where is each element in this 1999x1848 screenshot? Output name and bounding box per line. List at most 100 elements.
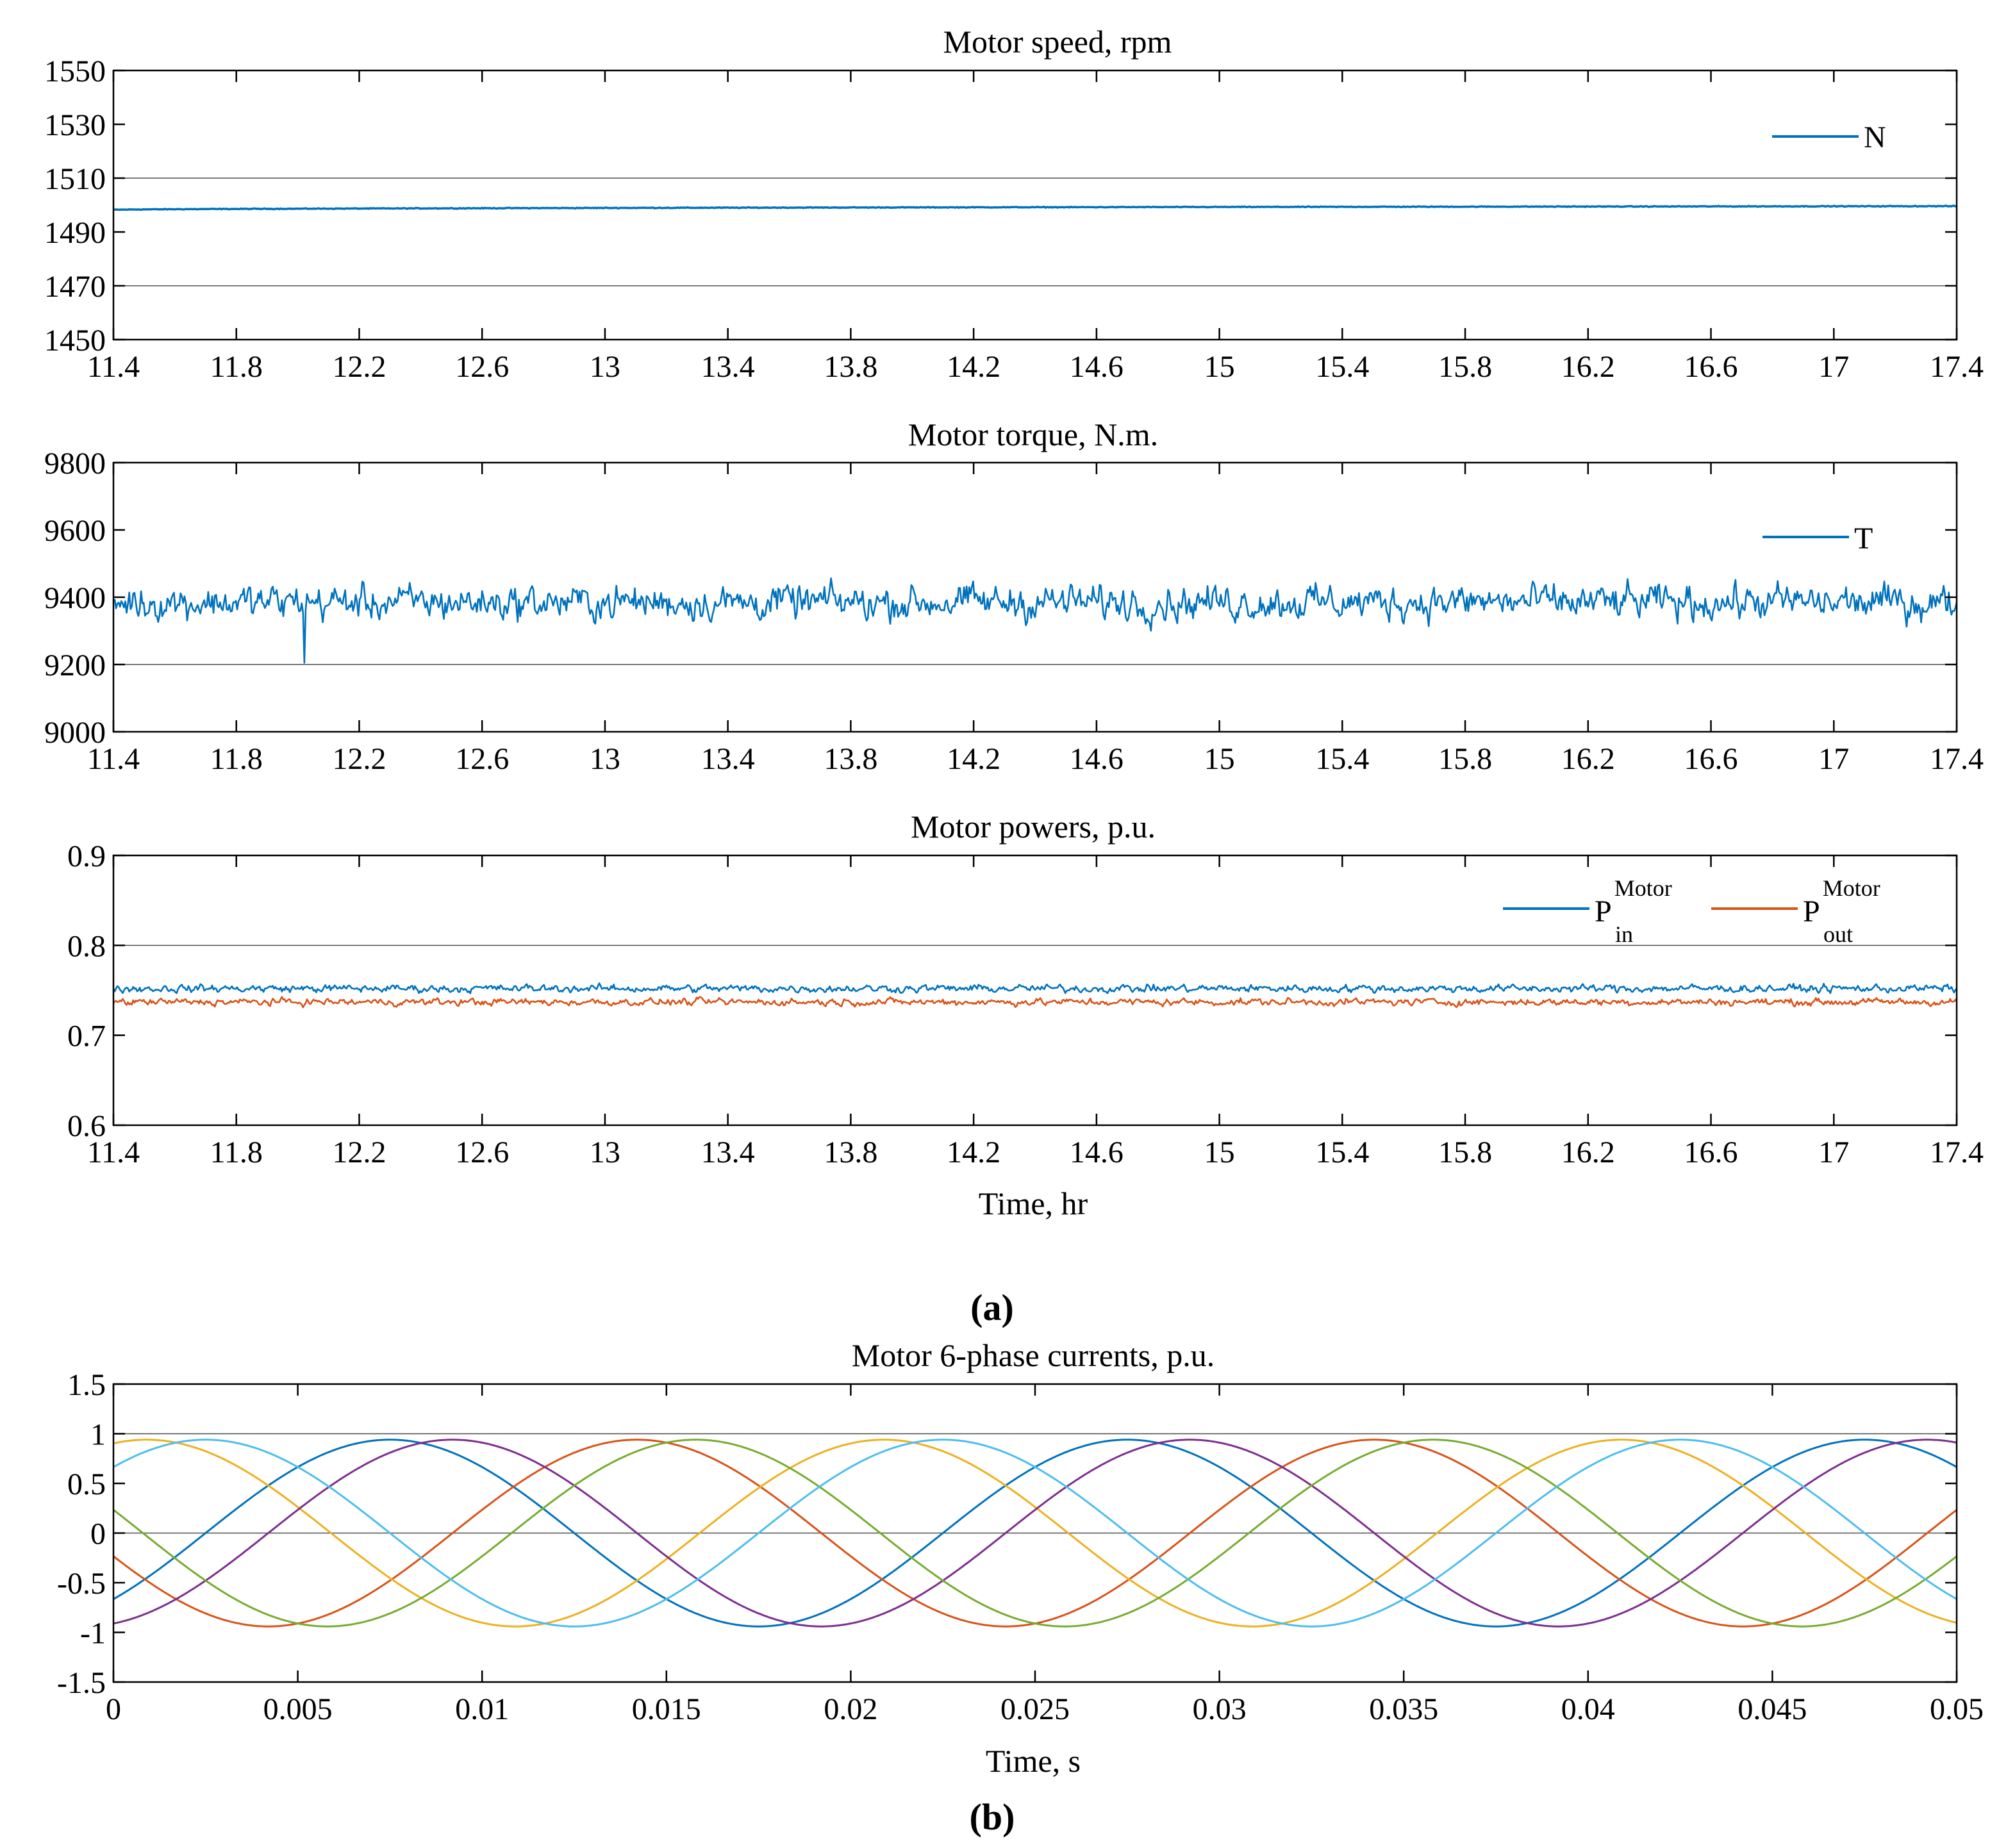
speed-ticks: 11.4 11.8 12.2 12.6 13 13.4 13.8 14.2 14.6 15 15.4…	[44, 54, 1984, 384]
speed-x-tick-label: 15.4	[1315, 350, 1369, 384]
currents-chart-title: Motor 6-phase currents, p.u.	[852, 1337, 1215, 1373]
powers-x-tick-label: 13	[590, 1135, 620, 1169]
powers-x-tick-label: 11.4	[87, 1135, 140, 1169]
torque-x-tick-label: 16.2	[1561, 742, 1615, 776]
currents-x-tick-label: 0.02	[824, 1692, 877, 1726]
powers-x-tick-label: 15.8	[1438, 1135, 1492, 1169]
powers-x-tick-label: 16.6	[1684, 1135, 1738, 1169]
powers-legend: PMotor in PMotor out	[1503, 875, 1880, 947]
powers-legend-label-in: PMotor in	[1595, 875, 1672, 947]
powers-plot-frame	[112, 854, 1958, 1126]
torque-x-tick-label: 13.4	[701, 742, 755, 776]
currents-x-tick-label: 0.04	[1561, 1692, 1615, 1726]
powers-x-tick-label: 14.2	[947, 1135, 1000, 1169]
powers-y-tick-label: 0.7	[67, 1019, 106, 1053]
powers-x-tick-label: 17.4	[1930, 1135, 1984, 1169]
torque-chart-title: Motor torque, N.m.	[908, 417, 1158, 452]
speed-x-tick-label: 17	[1818, 350, 1849, 384]
torque-x-tick-label: 13.8	[824, 742, 877, 776]
speed-x-tick-label: 15	[1204, 350, 1235, 384]
speed-series-line-1	[113, 204, 1957, 211]
torque-x-tick-label: 12.2	[332, 742, 386, 776]
currents-x-tick-label: 0.01	[455, 1692, 509, 1726]
torque-y-tick-label: 9200	[44, 648, 106, 682]
torque-x-tick-label: 13	[590, 742, 620, 776]
torque-x-tick-label: 17.4	[1930, 742, 1984, 776]
speed-y-tick-label: 1550	[44, 54, 106, 88]
currents-y-tick-label: 1	[90, 1418, 106, 1452]
speed-x-tick-label: 14.2	[947, 350, 1000, 384]
powers-x-tick-label: 16.2	[1561, 1135, 1615, 1169]
powers-x-tick-label: 13.8	[824, 1135, 877, 1169]
torque-x-tick-label: 14.6	[1070, 742, 1124, 776]
currents-x-tick-label: 0.035	[1369, 1692, 1438, 1726]
torque-x-tick-label: 11.8	[210, 742, 263, 776]
currents-x-tick-label: 0.045	[1738, 1692, 1807, 1726]
speed-series	[113, 204, 1957, 211]
currents-y-tick-label: -0.5	[57, 1567, 106, 1601]
speed-x-tick-label: 17.4	[1930, 350, 1984, 384]
panel-b-label: (b)	[970, 1796, 1015, 1838]
torque-plot-frame	[112, 461, 1958, 733]
currents-ticks: 0 0.005 0.01 0.015 0.02 0.025 0.03 0.035 0.04 0.0…	[57, 1368, 1984, 1726]
torque-x-tick-label: 15	[1204, 742, 1235, 776]
powers-chart-title: Motor powers, p.u.	[911, 809, 1156, 845]
torque-x-tick-label: 12.6	[455, 742, 509, 776]
currents-x-axis-label: Time, s	[986, 1743, 1081, 1779]
torque-x-tick-label: 16.6	[1684, 742, 1738, 776]
currents-y-tick-label: 1.5	[67, 1368, 106, 1402]
currents-chart: Motor 6-phase currents, p.u. 0 0.005 0.01 0…	[57, 1337, 1984, 1779]
currents-phase-line-5	[113, 1439, 1957, 1628]
speed-x-tick-label: 16.6	[1684, 350, 1738, 384]
speed-x-tick-label: 13	[590, 350, 620, 384]
speed-y-tick-label: 1530	[44, 108, 106, 142]
currents-y-tick-label: 0	[90, 1517, 106, 1551]
powers-x-tick-label: 15	[1204, 1135, 1235, 1169]
torque-chart: Motor torque, N.m. 11.4 11.8 12.2 12.6 13 13.…	[44, 417, 1984, 776]
speed-grid	[113, 177, 1957, 286]
powers-legend-label-out: PMotor out	[1803, 875, 1880, 947]
powers-x-tick-label: 12.6	[455, 1135, 509, 1169]
powers-x-tick-label: 12.2	[332, 1135, 386, 1169]
speed-plot-frame	[112, 69, 1958, 341]
currents-y-tick-label: -1.5	[57, 1666, 106, 1700]
speed-y-tick-label: 1450	[44, 324, 106, 358]
currents-x-tick-label: 0.05	[1930, 1692, 1984, 1726]
speed-x-tick-label: 15.8	[1438, 350, 1492, 384]
powers-x-tick-label: 11.8	[210, 1135, 263, 1169]
powers-x-tick-label: 15.4	[1315, 1135, 1369, 1169]
currents-phase-line-6	[113, 1439, 1957, 1628]
torque-x-tick-label: 11.4	[87, 742, 140, 776]
currents-y-tick-label: 0.5	[67, 1467, 106, 1501]
powers-y-tick-label: 0.6	[67, 1109, 106, 1143]
currents-phase-line-4	[113, 1439, 1957, 1628]
currents-x-tick-label: 0.025	[1000, 1692, 1070, 1726]
torque-y-tick-label: 9600	[44, 514, 106, 548]
currents-x-tick-label: 0.015	[632, 1692, 701, 1726]
powers-y-tick-label: 0.9	[67, 839, 106, 873]
torque-series-line-1	[112, 577, 1958, 664]
speed-x-tick-label: 12.2	[332, 350, 386, 384]
currents-grid	[113, 1433, 1957, 1534]
currents-x-tick-label: 0	[106, 1692, 121, 1726]
powers-x-axis-label: Time, hr	[979, 1185, 1088, 1221]
panel-a-label: (a)	[970, 1287, 1014, 1328]
speed-x-tick-label: 13.4	[701, 350, 755, 384]
speed-chart: Motor speed, rpm 11.4 11.8 12.2 12.6 13 13.4 1…	[44, 24, 1984, 384]
powers-x-tick-label: 17	[1818, 1135, 1849, 1169]
speed-y-tick-label: 1490	[44, 216, 106, 250]
currents-x-tick-label: 0.03	[1193, 1692, 1247, 1726]
speed-legend-label: N	[1864, 120, 1886, 154]
powers-series-line-2	[112, 996, 1957, 1009]
torque-x-tick-label: 17	[1818, 742, 1849, 776]
speed-x-tick-label: 12.6	[455, 350, 509, 384]
torque-x-tick-label: 14.2	[947, 742, 1000, 776]
speed-x-tick-label: 11.8	[210, 350, 263, 384]
torque-y-tick-label: 9400	[44, 581, 106, 615]
speed-y-tick-label: 1470	[44, 270, 106, 304]
currents-y-tick-label: -1	[80, 1617, 106, 1651]
speed-x-tick-label: 11.4	[87, 350, 140, 384]
currents-x-tick-label: 0.005	[263, 1692, 333, 1726]
torque-ticks: 11.4 11.8 12.2 12.6 13 13.4 13.8 14.2 14.6 15 15.4…	[44, 447, 1984, 776]
